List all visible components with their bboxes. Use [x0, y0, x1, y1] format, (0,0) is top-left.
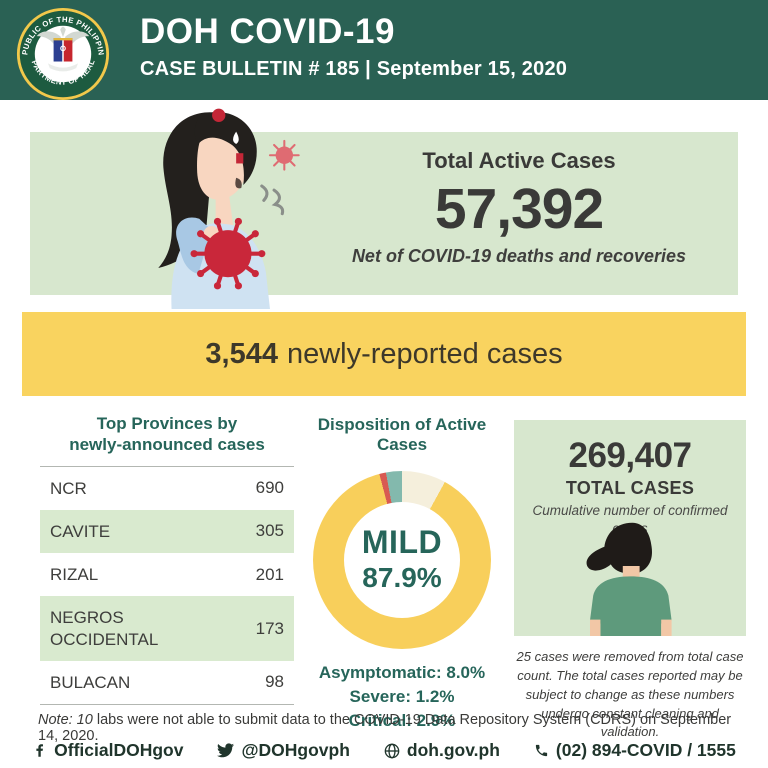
disposition-donut: MILD 87.9% [313, 471, 491, 649]
facebook-icon [36, 744, 44, 757]
facebook-label: OfficialDOHgov [54, 740, 184, 760]
total-cases-value: 269,407 [568, 436, 692, 475]
doh-seal-logo: REPUBLIC OF THE PHILIPPINES DEPARTMENT O… [16, 7, 110, 101]
footnote: Note: 10 labs were not able to submit da… [38, 712, 748, 744]
table-row: RIZAL 201 [40, 553, 294, 596]
legend-asymptomatic: Asymptomatic: 8.0% [318, 663, 486, 682]
province-name: NEGROS OCCIDENTAL [50, 608, 159, 649]
province-value: 690 [255, 478, 284, 498]
active-cases-label: Total Active Cases [422, 148, 616, 173]
province-value: 201 [255, 564, 284, 584]
province-value: 173 [255, 618, 284, 638]
donut-center-label: MILD [361, 524, 443, 560]
donut-center-value: 87.9% [362, 562, 442, 593]
province-name: RIZAL [50, 565, 99, 584]
province-value: 98 [265, 672, 284, 692]
footnote-prefix: Note: 10 [38, 712, 97, 728]
total-cases-panel: 269,407 TOTAL CASES Cumulative number of… [514, 420, 746, 636]
table-row: CAVITE 305 [40, 509, 294, 553]
top-provinces-section: Top Provinces by newly-announced cases N… [40, 413, 294, 705]
twitter-icon [217, 743, 235, 758]
disposition-legend: Asymptomatic: 8.0% Severe: 1.2% Critical… [296, 661, 508, 732]
table-row: NCR 690 [40, 467, 294, 510]
active-cases-value: 57,392 [434, 177, 604, 241]
table-row: NEGROS OCCIDENTAL 173 [40, 596, 294, 661]
footnote-text: labs were not able to submit data to the… [38, 712, 732, 744]
active-cases-note: Net of COVID-19 deaths and recoveries [351, 246, 687, 266]
provinces-title-line2: newly-announced cases [69, 435, 265, 455]
new-cases-label: newly-reported cases [286, 337, 563, 370]
total-cases-section: 269,407 TOTAL CASES Cumulative number of… [514, 420, 746, 742]
coughing-woman-illustration-icon [158, 108, 300, 309]
provinces-title: Top Provinces by newly-announced cases [40, 413, 294, 456]
total-cases-note: 25 cases were removed from total case co… [516, 649, 744, 740]
header-bar: REPUBLIC OF THE PHILIPPINES DEPARTMENT O… [0, 0, 768, 101]
website-link: doh.gov.ph [384, 740, 500, 761]
province-name: CAVITE [50, 521, 111, 541]
phone-label: (02) 894-COVID / 1555 [555, 740, 736, 760]
province-value: 305 [255, 521, 284, 541]
disposition-section: Disposition of Active Cases MILD 87.9% A… [296, 415, 508, 732]
legend-severe: Severe: 1.2% [349, 686, 455, 706]
disposition-title: Disposition of Active Cases [317, 415, 487, 454]
page-subtitle: CASE BULLETIN # 185 | September 15, 2020 [140, 57, 568, 80]
footer-social-bar: OfficialDOHgov @DOHgovph doh.gov.ph (02)… [0, 740, 768, 761]
new-cases-value: 3,544 [205, 337, 278, 370]
province-name: BULACAN [50, 672, 131, 692]
twitter-label: @DOHgovph [241, 740, 350, 760]
page-title: DOH COVID-19 [140, 12, 395, 51]
phone-icon [535, 744, 548, 757]
website-label: doh.gov.ph [406, 740, 500, 760]
provinces-table: NCR 690 CAVITE 305 RIZAL 201 NEGROS OCCI… [40, 465, 294, 705]
woman-back-illustration-icon [586, 522, 672, 636]
table-row: BULACAN 98 [40, 661, 294, 704]
province-name: NCR [50, 478, 87, 498]
donut-center: MILD 87.9% [344, 502, 460, 618]
globe-icon [384, 743, 400, 758]
active-cases-panel: Total Active Cases 57,392 Net of COVID-1… [30, 108, 738, 309]
phone-contact: (02) 894-COVID / 1555 [534, 740, 736, 761]
legend-critical: Critical: 2.9% [348, 710, 456, 730]
total-cases-label: TOTAL CASES [565, 478, 695, 498]
provinces-title-line1: Top Provinces by [96, 414, 238, 433]
facebook-handle: OfficialDOHgov [32, 740, 183, 761]
new-cases-banner: 3,544 newly-reported cases [22, 312, 746, 396]
twitter-handle: @DOHgovph [217, 740, 350, 761]
